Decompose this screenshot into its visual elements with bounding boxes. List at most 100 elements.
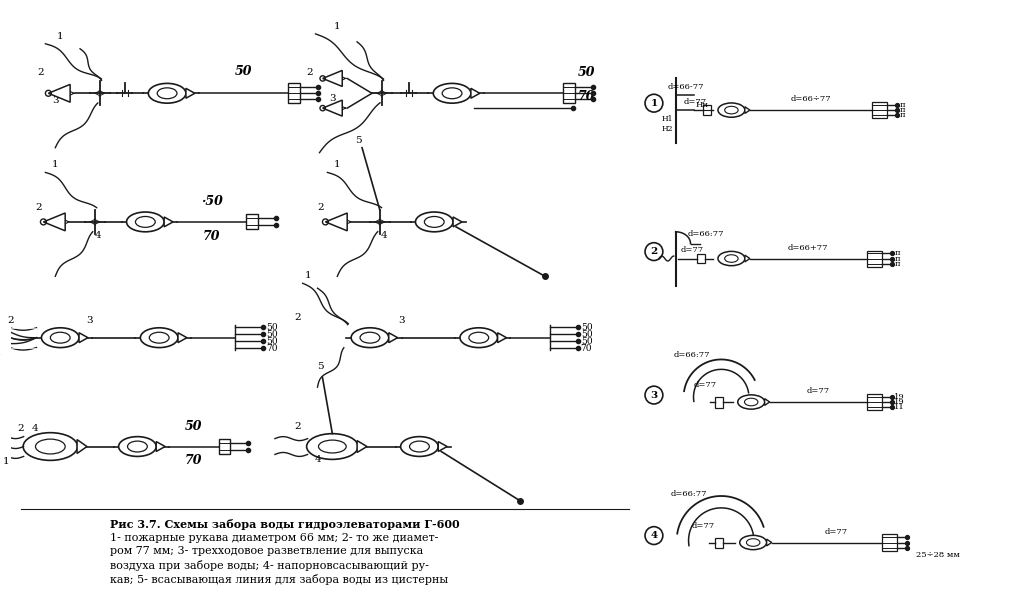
- Text: воздуха при заборе воды; 4- напорновсасывающий ру-: воздуха при заборе воды; 4- напорновсасы…: [110, 561, 429, 571]
- Text: H1: H1: [662, 115, 673, 123]
- Polygon shape: [357, 440, 367, 453]
- Polygon shape: [389, 333, 397, 342]
- Text: 2: 2: [650, 247, 657, 256]
- Text: 5: 5: [354, 136, 361, 145]
- Text: 50: 50: [581, 330, 592, 339]
- Text: 2: 2: [37, 68, 44, 78]
- Text: 1: 1: [334, 161, 341, 169]
- Text: 1: 1: [0, 349, 1, 357]
- Text: 70: 70: [185, 455, 203, 468]
- Polygon shape: [438, 442, 447, 452]
- Text: 11: 11: [894, 403, 905, 411]
- Bar: [563, 83, 574, 103]
- Text: d=77: d=77: [825, 527, 848, 535]
- Text: 2: 2: [295, 313, 301, 322]
- Text: 2: 2: [35, 203, 42, 212]
- Ellipse shape: [127, 212, 164, 232]
- Bar: [882, 535, 897, 551]
- Text: 4: 4: [32, 424, 39, 432]
- Polygon shape: [744, 107, 750, 113]
- Text: 2: 2: [7, 316, 14, 325]
- Text: 3: 3: [650, 391, 657, 400]
- Text: d=66:77: d=66:77: [671, 490, 707, 498]
- Polygon shape: [498, 333, 507, 342]
- Text: 3: 3: [52, 96, 58, 105]
- Bar: [871, 102, 887, 118]
- Text: 19: 19: [894, 393, 905, 401]
- Polygon shape: [178, 333, 187, 342]
- Text: п: п: [899, 106, 905, 114]
- Text: 2: 2: [317, 203, 324, 212]
- Polygon shape: [323, 70, 342, 86]
- Polygon shape: [453, 217, 462, 227]
- Text: 3: 3: [329, 94, 336, 103]
- Text: 50: 50: [581, 323, 592, 332]
- Bar: [218, 439, 230, 454]
- Bar: [716, 397, 723, 408]
- Text: 4: 4: [381, 231, 387, 240]
- Ellipse shape: [148, 83, 186, 103]
- Text: п: п: [899, 111, 905, 119]
- Polygon shape: [767, 539, 772, 546]
- Bar: [866, 251, 882, 267]
- Polygon shape: [186, 88, 195, 98]
- Text: d=66÷77: d=66÷77: [791, 95, 831, 103]
- Ellipse shape: [306, 434, 358, 460]
- Text: ·50: ·50: [201, 195, 222, 208]
- Text: 50: 50: [581, 337, 592, 346]
- Text: 1: 1: [650, 99, 657, 108]
- Ellipse shape: [119, 437, 157, 456]
- Bar: [288, 83, 300, 103]
- Ellipse shape: [400, 437, 438, 456]
- Text: 1- пожарные рукава диаметром 66 мм; 2- то же диамет-: 1- пожарные рукава диаметром 66 мм; 2- т…: [110, 533, 438, 543]
- Text: п: п: [894, 259, 900, 267]
- Text: H2: H2: [662, 125, 673, 133]
- Polygon shape: [164, 217, 173, 227]
- Text: 50: 50: [234, 65, 252, 78]
- Text: кав; 5- всасывающая линия для забора воды из цистерны: кав; 5- всасывающая линия для забора вод…: [110, 574, 447, 585]
- Polygon shape: [323, 100, 342, 116]
- Ellipse shape: [718, 103, 744, 117]
- Text: 1: 1: [52, 161, 58, 169]
- Text: 2: 2: [295, 422, 301, 431]
- Text: 50: 50: [266, 337, 278, 346]
- Ellipse shape: [416, 212, 453, 232]
- Ellipse shape: [460, 328, 498, 347]
- Text: d=77: d=77: [691, 522, 715, 530]
- Text: 70: 70: [578, 90, 595, 103]
- Polygon shape: [326, 213, 347, 231]
- Text: 3: 3: [398, 316, 404, 325]
- Text: 5: 5: [317, 362, 324, 371]
- Bar: [703, 105, 712, 115]
- Text: 50: 50: [578, 67, 595, 79]
- Text: d=77: d=77: [693, 381, 717, 389]
- Text: 4: 4: [314, 455, 321, 464]
- Text: d=77: d=77: [684, 98, 707, 106]
- Text: 19: 19: [894, 398, 905, 406]
- Text: d=66-77: d=66-77: [668, 83, 703, 91]
- Text: Рис 3.7. Схемы забора воды гидроэлеваторами Г-600: Рис 3.7. Схемы забора воды гидроэлеватор…: [110, 519, 460, 530]
- Polygon shape: [157, 442, 165, 452]
- Ellipse shape: [718, 251, 744, 265]
- Bar: [866, 394, 882, 410]
- Text: d=66:77: d=66:77: [687, 230, 724, 238]
- Bar: [246, 214, 258, 229]
- Text: ром 77 мм; 3- трехходовое разветвление для выпуска: ром 77 мм; 3- трехходовое разветвление д…: [110, 546, 423, 556]
- Text: п: п: [899, 101, 905, 109]
- Text: 50: 50: [266, 323, 278, 332]
- Bar: [716, 538, 723, 548]
- Text: 2: 2: [17, 424, 24, 432]
- Text: 70: 70: [203, 230, 220, 243]
- Polygon shape: [43, 213, 66, 231]
- Text: d=77: d=77: [681, 246, 703, 254]
- Text: 70: 70: [581, 344, 592, 352]
- Text: п: п: [894, 249, 900, 257]
- Polygon shape: [471, 88, 480, 98]
- Text: 1: 1: [2, 457, 9, 466]
- Text: 2: 2: [306, 68, 313, 78]
- Text: 25÷28 мм: 25÷28 мм: [916, 551, 961, 559]
- Polygon shape: [765, 399, 770, 405]
- Bar: [697, 254, 706, 264]
- Text: 4: 4: [94, 231, 101, 240]
- Text: d=66:77: d=66:77: [674, 352, 710, 360]
